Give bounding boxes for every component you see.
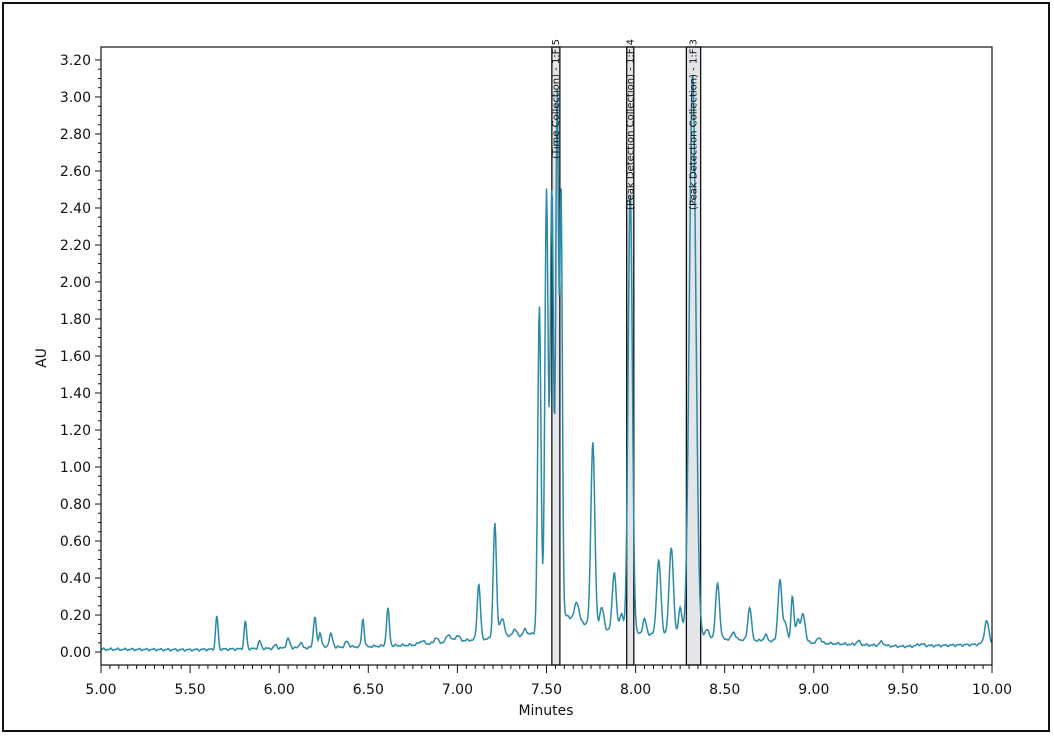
x-tick-label: 10.00 [972, 682, 1012, 698]
y-tick-label: 3.20 [60, 53, 91, 69]
fraction-label-2: (Peak Detection Collection) - 1:F,4 [625, 39, 636, 210]
fraction-labels: (Time Collection) - 1:F,5 (Peak Detection… [551, 39, 700, 210]
y-tick-label: 0.20 [60, 608, 91, 624]
y-tick-label: 1.60 [60, 349, 91, 365]
y-tick-label: 2.40 [60, 201, 91, 217]
y-tick-label: 1.40 [60, 386, 91, 402]
y-tick-label: 1.00 [60, 460, 91, 476]
y-tick-label: 1.20 [60, 423, 91, 439]
x-tick-label: 9.00 [798, 682, 829, 698]
fraction-label-1: (Time Collection) - 1:F,5 [551, 39, 562, 159]
y-tick-label: 2.20 [60, 238, 91, 254]
x-tick-label: 6.50 [353, 682, 384, 698]
x-tick-label: 7.00 [442, 682, 473, 698]
x-tick-label: 8.00 [620, 682, 651, 698]
y-tick-label: 1.80 [60, 312, 91, 328]
x-tick-label: 9.50 [887, 682, 918, 698]
x-axis: 5.00 5.50 6.00 6.50 7.00 7.50 8.00 8.50 9.00 9.50… [85, 665, 1012, 698]
x-tick-label: 8.50 [709, 682, 740, 698]
y-axis: 0.00 0.20 0.40 0.60 0.80 1.00 1.20 1.40 1.60 1.80… [60, 53, 101, 661]
y-tick-label: 0.80 [60, 497, 91, 513]
y-tick-label: 3.00 [60, 90, 91, 106]
y-axis-title: AU [34, 348, 50, 368]
y-tick-label: 2.60 [60, 164, 91, 180]
x-tick-label: 5.00 [85, 682, 116, 698]
x-axis-title: Minutes [518, 703, 573, 719]
y-tick-label: 2.00 [60, 275, 91, 291]
plot-area-border [100, 46, 993, 666]
uv-trace-line [100, 75, 993, 652]
x-tick-label: 5.50 [175, 682, 206, 698]
y-tick-label: 0.60 [60, 534, 91, 550]
x-tick-label: 7.50 [531, 682, 562, 698]
y-tick-label: 2.80 [60, 127, 91, 143]
x-tick-label: 6.00 [264, 682, 295, 698]
y-tick-label: 0.40 [60, 571, 91, 587]
fraction-label-3: (Peak Detection Collection) - 1:F,3 [689, 39, 700, 210]
y-tick-label: 0.00 [60, 645, 91, 661]
